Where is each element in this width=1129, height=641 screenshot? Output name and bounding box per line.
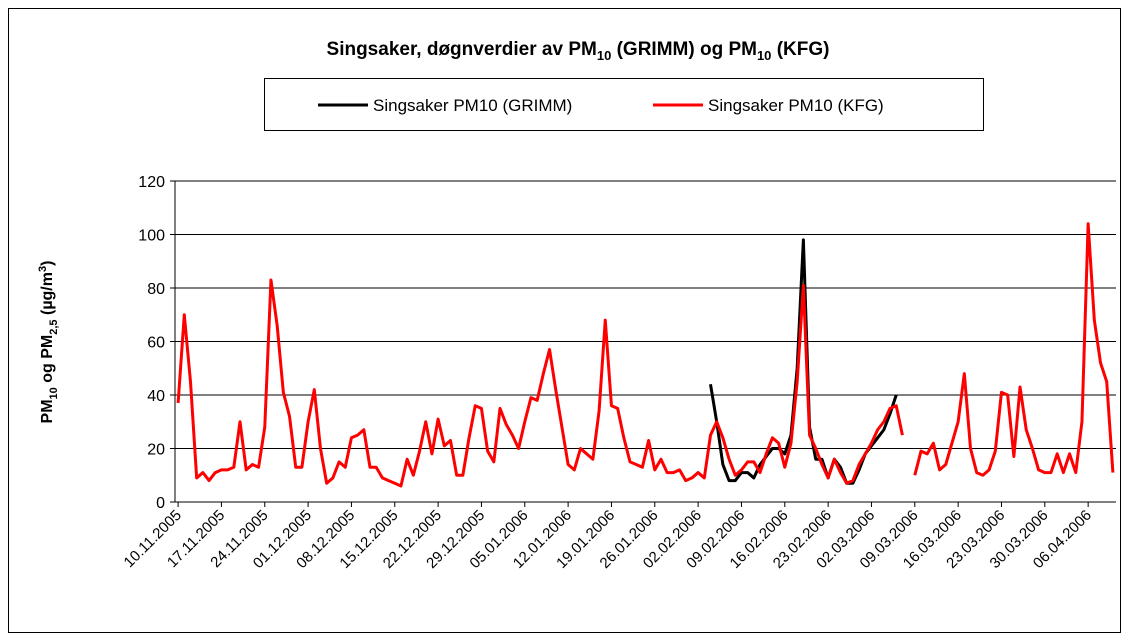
chart-title: Singsaker, døgnverdier av PM10 (GRIMM) o… — [327, 39, 830, 63]
y-tick-label: 100 — [138, 228, 165, 245]
y-tick-label: 20 — [147, 442, 165, 459]
y-title-part: 10 — [48, 387, 60, 399]
y-tick-label: 40 — [147, 388, 165, 405]
title-part: (GRIMM) og PM — [611, 39, 757, 60]
title-subscript: 10 — [597, 48, 611, 63]
title-part: (KFG) — [771, 39, 829, 60]
legend-label: Singsaker PM10 (GRIMM) — [373, 96, 572, 115]
series-line — [176, 222, 1115, 488]
y-tick-label: 120 — [138, 174, 165, 191]
y-title-part: og PM — [39, 335, 56, 387]
y-tick-label: 80 — [147, 281, 165, 298]
y-axis-title: PM10 og PM2,5 (µg/m3) — [37, 261, 60, 424]
y-tick-label: 0 — [156, 495, 165, 512]
y-title-part: 3 — [37, 266, 49, 272]
y-title-part: (µg/m — [39, 272, 56, 319]
y-title-part: ) — [39, 261, 56, 266]
y-tick-label: 60 — [147, 335, 165, 352]
y-title-part: 2,5 — [48, 319, 60, 334]
title-subscript: 10 — [757, 48, 771, 63]
legend-label: Singsaker PM10 (KFG) — [708, 96, 884, 115]
legend-box — [264, 78, 984, 131]
y-title-part: PM — [39, 399, 56, 423]
title-part: Singsaker, døgnverdier av PM — [327, 39, 597, 60]
